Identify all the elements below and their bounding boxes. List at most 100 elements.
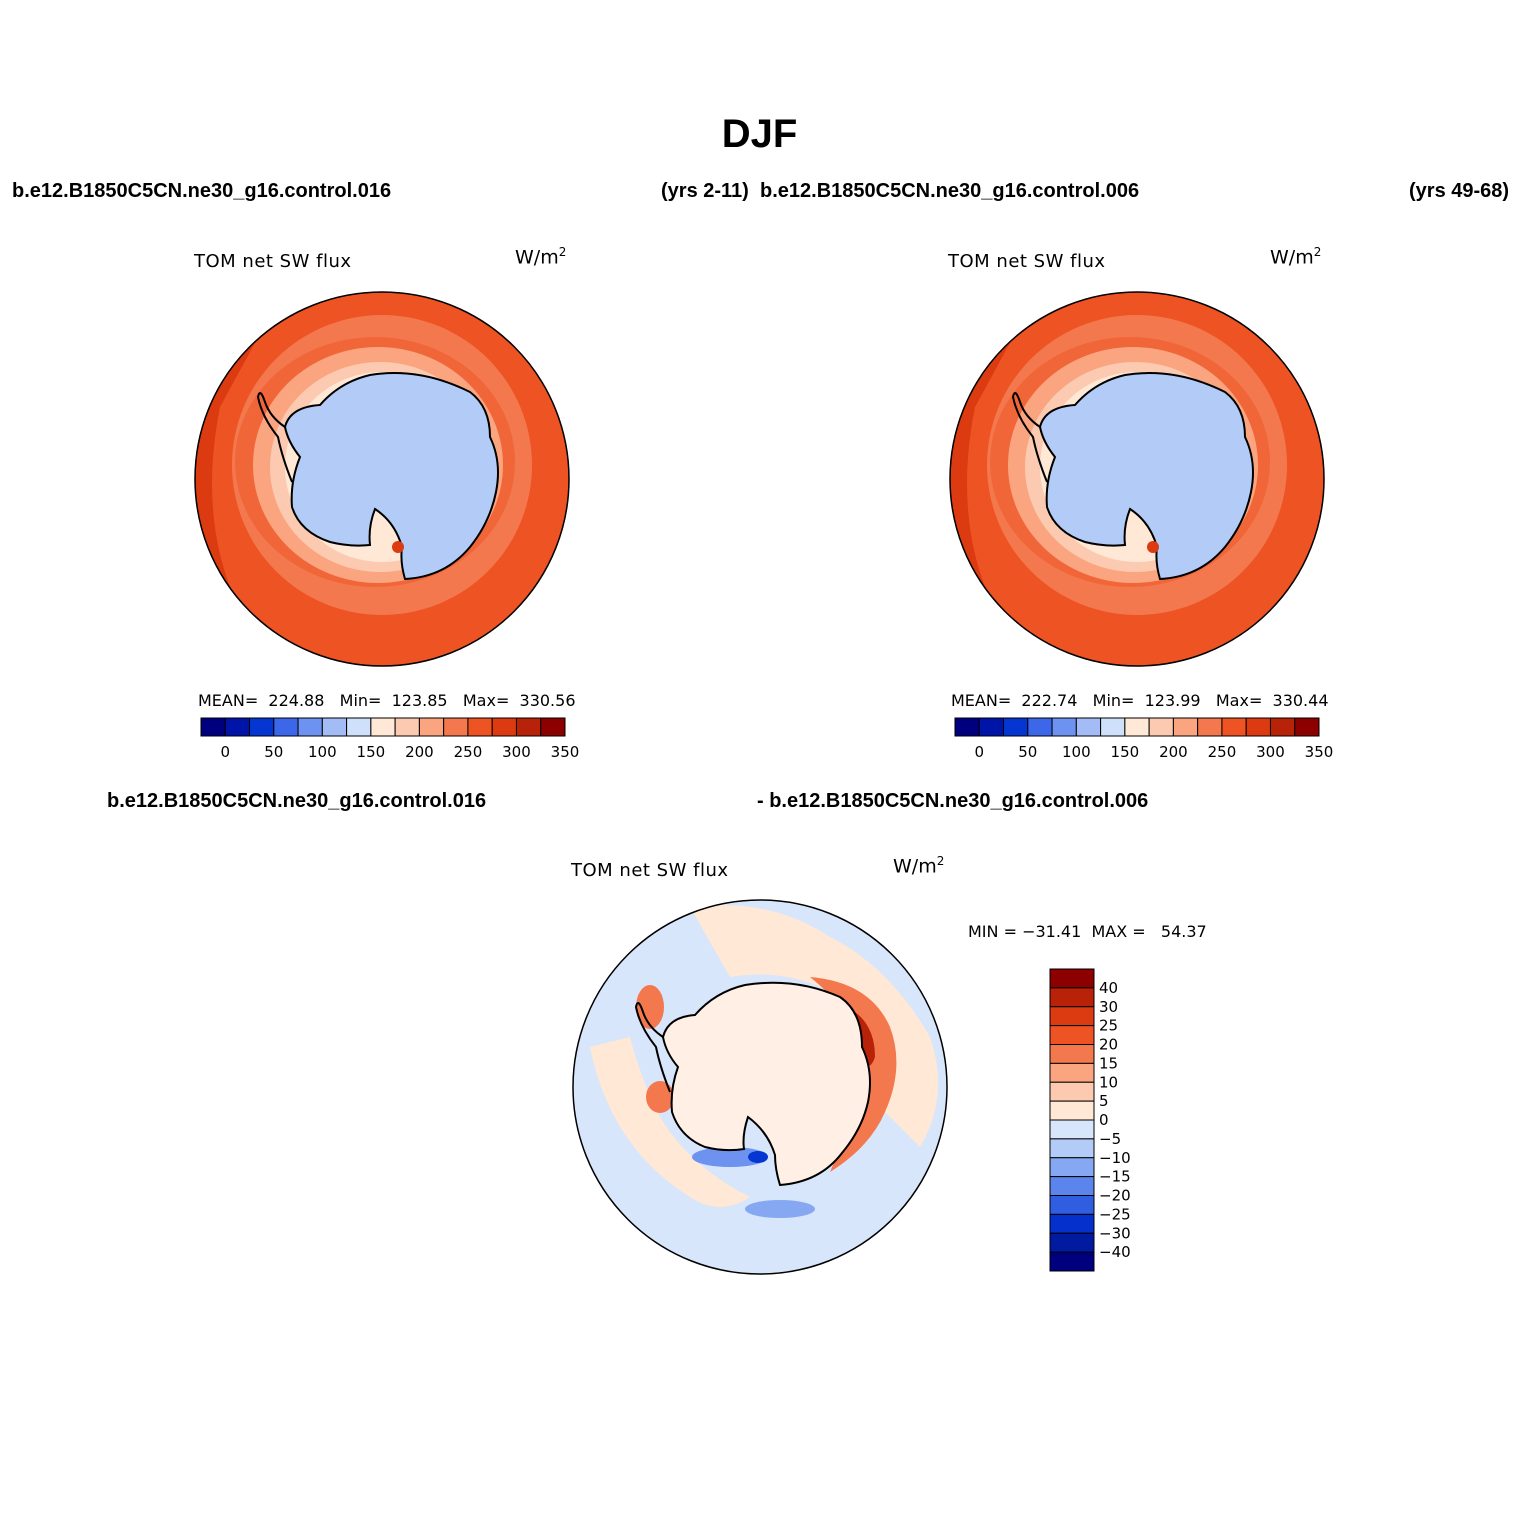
diff-colorbar-box bbox=[1049, 1251, 1095, 1272]
panel2-colorbar-label: 350 bbox=[1305, 743, 1334, 761]
panel2-colorbar-box bbox=[1221, 717, 1247, 737]
case2-years: (yrs 49-68) bbox=[1409, 180, 1510, 202]
panel2-peninsula bbox=[1011, 392, 1048, 483]
panel1-colorbar-box bbox=[394, 717, 420, 737]
panel2-colorbar-box bbox=[1245, 717, 1271, 737]
panel2-colorbar-box bbox=[978, 717, 1005, 737]
diff-colorbar-label: −25 bbox=[1099, 1205, 1131, 1223]
diff-peninsula bbox=[634, 1002, 671, 1093]
diff-colorbar-box bbox=[1049, 1157, 1095, 1178]
case1-years: (yrs 2-11) bbox=[661, 180, 749, 202]
diff-colorbar-box bbox=[1049, 987, 1095, 1008]
panel2-colorbar-box bbox=[1148, 717, 1174, 737]
diff-colorbar-box bbox=[1049, 1119, 1095, 1140]
panel2-ross-spot bbox=[1147, 541, 1159, 553]
panel1-stats: MEAN= 224.88 Min= 123.85 Max= 330.56 bbox=[198, 691, 576, 710]
diff-colorbar-label: 20 bbox=[1099, 1036, 1118, 1054]
panel1-colorbar-label: 150 bbox=[357, 743, 386, 761]
panel1-colorbar-label: 250 bbox=[454, 743, 483, 761]
panel1-antarctica bbox=[283, 372, 499, 581]
panel1-map-border bbox=[194, 291, 570, 667]
panel2-colorbar-box bbox=[1027, 717, 1053, 737]
panel1-colorbar-box bbox=[443, 717, 469, 737]
diff-colorbar-box bbox=[1049, 1081, 1095, 1102]
panel1-colorbar-label: 100 bbox=[308, 743, 337, 761]
panel2-colorbar-box bbox=[1269, 717, 1296, 737]
panel2-colorbar-label: 150 bbox=[1111, 743, 1140, 761]
panel1-colorbar-box bbox=[491, 717, 517, 737]
panel2-colorbar-box bbox=[1100, 717, 1126, 737]
panel1-colorbar-box bbox=[540, 717, 566, 737]
diff-colorbar-box bbox=[1049, 1138, 1095, 1159]
panel1-colorbar-label: 50 bbox=[264, 743, 283, 761]
diff-map-border bbox=[572, 899, 948, 1275]
diff-colorbar-label: 15 bbox=[1099, 1054, 1118, 1072]
panel2-colorbar-label: 200 bbox=[1159, 743, 1188, 761]
diff-neg-ross bbox=[692, 1147, 768, 1167]
panel1-colorbar-box bbox=[321, 717, 348, 737]
panel2-colorbar-label: 300 bbox=[1256, 743, 1285, 761]
panel2-colorbar-box bbox=[1003, 717, 1029, 737]
diff-colorbar-label: −20 bbox=[1099, 1187, 1131, 1205]
panel1-colorbar-box bbox=[515, 717, 542, 737]
diff-colorbar-box bbox=[1049, 1062, 1095, 1083]
panel2-stats: MEAN= 222.74 Min= 123.99 Max= 330.44 bbox=[951, 691, 1329, 710]
panel1-colorbar: 0 50 100 150 200 250 300 350 bbox=[200, 717, 579, 761]
diff-stats: MIN = −31.41 MAX = 54.37 bbox=[968, 922, 1207, 941]
panel2-variable: TOM net SW flux bbox=[948, 251, 1106, 272]
diff-case-b: - b.e12.B1850C5CN.ne30_g16.control.006 bbox=[757, 790, 1149, 812]
panel2-colorbar-label: 50 bbox=[1018, 743, 1037, 761]
diff-colorbar-box bbox=[1049, 1176, 1095, 1196]
panel1-colorbar-box bbox=[418, 717, 445, 737]
diff-min-spot bbox=[748, 1151, 768, 1163]
diff-colorbar-label: −15 bbox=[1099, 1168, 1131, 1186]
panel1-variable: TOM net SW flux bbox=[194, 251, 352, 272]
panel2-colorbar-label: 100 bbox=[1062, 743, 1091, 761]
panel2-colorbar-box bbox=[1197, 717, 1223, 737]
case1-label: b.e12.B1850C5CN.ne30_g16.control.016 bbox=[12, 180, 392, 202]
diff-colorbar-box bbox=[1049, 1006, 1095, 1027]
diff-colorbar-label: −30 bbox=[1099, 1224, 1131, 1242]
diff-colorbar-label: 30 bbox=[1099, 998, 1118, 1016]
panel2-colorbar-box bbox=[1124, 717, 1150, 737]
diff-colorbar-label: 0 bbox=[1099, 1111, 1109, 1129]
diff-map bbox=[572, 899, 948, 1275]
panel2-colorbar-box bbox=[1075, 717, 1102, 737]
diff-antarctica bbox=[661, 981, 871, 1187]
panel1-colorbar-box bbox=[224, 717, 251, 737]
panel2-colorbar: 0 50 100 150 200 250 300 350 bbox=[954, 717, 1333, 761]
diff-colorbar-box bbox=[1049, 968, 1095, 989]
diff-neg-south bbox=[745, 1200, 815, 1218]
diff-colorbar-label: −40 bbox=[1099, 1243, 1131, 1261]
panel1-colorbar-label: 0 bbox=[220, 743, 230, 761]
panel2-antarctica bbox=[1038, 372, 1254, 581]
panel1-colorbar-label: 200 bbox=[405, 743, 434, 761]
case2-label: b.e12.B1850C5CN.ne30_g16.control.006 bbox=[760, 180, 1140, 202]
panel2-colorbar-box bbox=[1172, 717, 1199, 737]
panel2-colorbar-label: 250 bbox=[1208, 743, 1237, 761]
panel2-colorbar-label: 0 bbox=[974, 743, 984, 761]
diff-pos-west-spot bbox=[636, 985, 664, 1029]
panel2-units: W/m2 bbox=[1270, 245, 1322, 269]
panel1-colorbar-box bbox=[346, 717, 372, 737]
diff-colorbar-box bbox=[1049, 1100, 1095, 1121]
diff-colorbar-label: −5 bbox=[1099, 1130, 1121, 1148]
diff-pos-region-w bbox=[590, 1037, 750, 1207]
diff-colorbar-box bbox=[1049, 1213, 1095, 1234]
panel1-colorbar-box bbox=[249, 717, 275, 737]
panel1-map bbox=[194, 291, 570, 667]
diff-colorbar-label: −10 bbox=[1099, 1149, 1131, 1167]
diff-colorbar-box bbox=[1049, 1232, 1095, 1253]
panel2-colorbar-box bbox=[954, 717, 980, 737]
panel1-colorbar-box bbox=[273, 717, 299, 737]
panel1-colorbar-box bbox=[370, 717, 396, 737]
diff-units: W/m2 bbox=[893, 854, 945, 878]
panel1-ross-spot bbox=[392, 541, 404, 553]
diff-colorbar-label: 40 bbox=[1099, 979, 1118, 997]
diff-colorbar-box bbox=[1049, 1025, 1095, 1045]
panel1-colorbar-box bbox=[200, 717, 226, 737]
panel2-map bbox=[949, 291, 1325, 667]
diff-variable: TOM net SW flux bbox=[571, 860, 729, 881]
diff-colorbar-label: 10 bbox=[1099, 1073, 1118, 1091]
